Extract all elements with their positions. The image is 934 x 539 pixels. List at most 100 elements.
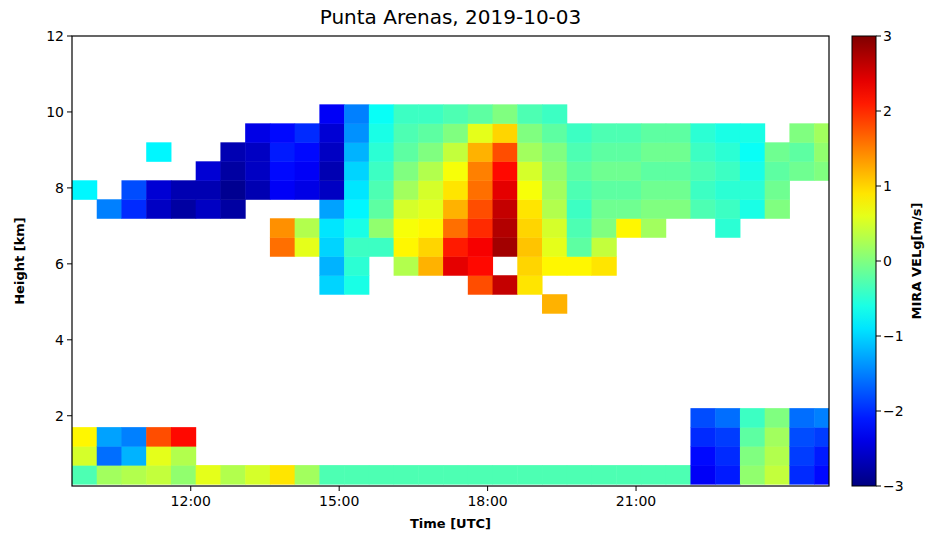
- cell: [740, 446, 765, 465]
- cell: [567, 142, 592, 161]
- cell: [245, 161, 270, 180]
- cell: [592, 123, 617, 142]
- cell: [517, 142, 542, 161]
- cell: [196, 199, 221, 218]
- cell: [468, 199, 493, 218]
- cell: [641, 161, 666, 180]
- cell: [443, 142, 468, 161]
- cell: [344, 104, 369, 123]
- cell: [567, 199, 592, 218]
- cell: [468, 465, 493, 484]
- cell: [616, 180, 641, 199]
- cell: [666, 180, 691, 199]
- cell: [765, 142, 790, 161]
- cell: [814, 465, 829, 484]
- colorbar-tick: [876, 111, 881, 112]
- cell: [72, 446, 97, 465]
- cell: [740, 161, 765, 180]
- colorbar: [852, 36, 876, 486]
- cell: [567, 218, 592, 237]
- cell: [740, 123, 765, 142]
- y-tick-label: 2: [55, 408, 64, 424]
- cells: [72, 104, 829, 484]
- cell: [369, 104, 394, 123]
- cell: [690, 465, 715, 484]
- cell: [542, 161, 567, 180]
- cell: [270, 161, 295, 180]
- cell: [270, 465, 295, 484]
- cell: [592, 465, 617, 484]
- x-tick: [636, 486, 637, 491]
- cell: [542, 237, 567, 256]
- cell: [270, 142, 295, 161]
- cell: [641, 142, 666, 161]
- cell: [493, 142, 518, 161]
- cell: [542, 199, 567, 218]
- y-tick: [67, 339, 72, 340]
- cell: [443, 218, 468, 237]
- cell: [493, 218, 518, 237]
- x-tick-label: 15:00: [319, 493, 359, 509]
- cell: [245, 142, 270, 161]
- y-tick: [67, 187, 72, 188]
- cell: [789, 161, 814, 180]
- cell: [641, 199, 666, 218]
- cell: [270, 180, 295, 199]
- cell: [616, 218, 641, 237]
- cell: [418, 142, 443, 161]
- cell: [715, 427, 740, 446]
- cell: [171, 446, 196, 465]
- colorbar-tick: [876, 36, 881, 37]
- cell: [270, 123, 295, 142]
- cell: [517, 123, 542, 142]
- y-tick-label: 10: [46, 104, 64, 120]
- cell: [146, 142, 171, 161]
- x-tick-label: 12:00: [171, 493, 211, 509]
- cell: [394, 180, 419, 199]
- cell: [592, 199, 617, 218]
- cell: [740, 427, 765, 446]
- cell: [789, 142, 814, 161]
- cell: [319, 275, 344, 294]
- cell: [765, 408, 790, 427]
- cell: [690, 199, 715, 218]
- cell: [567, 256, 592, 275]
- cell: [641, 465, 666, 484]
- plot-frame: [72, 36, 829, 486]
- cell: [740, 465, 765, 484]
- cell: [220, 142, 245, 161]
- cell: [765, 199, 790, 218]
- cell: [97, 465, 122, 484]
- cell: [220, 465, 245, 484]
- title: Punta Arenas, 2019-10-03: [320, 5, 582, 29]
- cell: [418, 465, 443, 484]
- cell: [814, 142, 829, 161]
- colorbar-title: MIRA VELg[m/s]: [909, 203, 924, 320]
- colorbar-tick-label: −3: [883, 478, 904, 494]
- colorbar-tick-label: −2: [883, 403, 904, 419]
- cell: [542, 123, 567, 142]
- cell: [690, 142, 715, 161]
- cell: [369, 465, 394, 484]
- cell: [245, 465, 270, 484]
- y-tick: [67, 415, 72, 416]
- cell: [542, 180, 567, 199]
- cell: [146, 199, 171, 218]
- cell: [592, 180, 617, 199]
- cell: [418, 123, 443, 142]
- cell: [542, 104, 567, 123]
- cell: [715, 180, 740, 199]
- x-tick: [487, 486, 488, 491]
- cell: [369, 218, 394, 237]
- cell: [715, 123, 740, 142]
- x-tick-label: 21:00: [616, 493, 656, 509]
- x-tick-label: 18:00: [467, 493, 507, 509]
- cell: [493, 465, 518, 484]
- cell: [690, 427, 715, 446]
- cell: [121, 465, 146, 484]
- cell: [517, 256, 542, 275]
- cell: [97, 199, 122, 218]
- cell: [443, 180, 468, 199]
- cell: [443, 104, 468, 123]
- cell: [295, 142, 320, 161]
